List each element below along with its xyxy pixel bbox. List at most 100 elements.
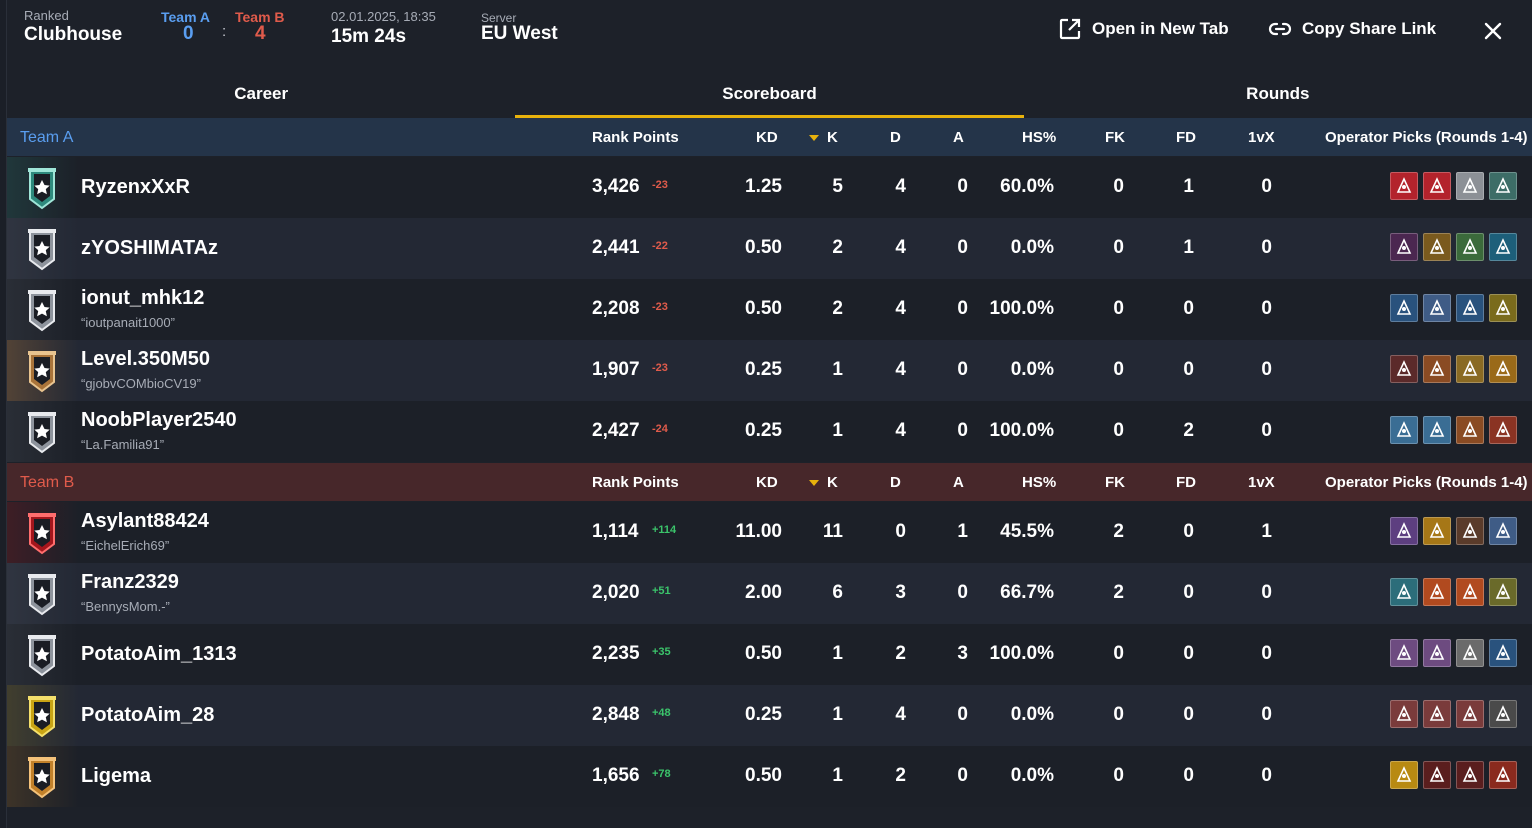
operator-icon[interactable] xyxy=(1423,233,1451,261)
col-1vx[interactable]: 1vX xyxy=(1248,474,1275,491)
operator-icon[interactable] xyxy=(1456,233,1484,261)
stat-hs: 100.0% xyxy=(989,298,1054,319)
team-a-name: Team A xyxy=(20,129,74,146)
rank-points-delta: +78 xyxy=(652,768,671,780)
operator-icon[interactable] xyxy=(1390,639,1418,667)
operator-icon[interactable] xyxy=(1456,639,1484,667)
operator-icon[interactable] xyxy=(1489,517,1517,545)
operator-icon[interactable] xyxy=(1423,416,1451,444)
operator-icon[interactable] xyxy=(1456,355,1484,383)
operator-icon[interactable] xyxy=(1456,172,1484,200)
operator-icon[interactable] xyxy=(1423,172,1451,200)
player-name[interactable]: PotatoAim_28 xyxy=(81,704,215,726)
stat-d: 4 xyxy=(895,298,906,319)
player-name[interactable]: PotatoAim_1313 xyxy=(81,643,237,665)
team-b-name: Team B xyxy=(20,474,75,491)
stat-k: 11 xyxy=(822,521,843,542)
operator-icon[interactable] xyxy=(1423,355,1451,383)
operator-icon[interactable] xyxy=(1423,294,1451,322)
operator-icon[interactable] xyxy=(1390,355,1418,383)
player-row[interactable]: NoobPlayer2540 “La.Familia91” 2,427 -24 0.25… xyxy=(7,401,1532,462)
copy-share-link-button[interactable]: Copy Share Link xyxy=(1268,15,1436,43)
operator-icon[interactable] xyxy=(1390,517,1418,545)
operator-icon[interactable] xyxy=(1390,172,1418,200)
player-row[interactable]: ionut_mhk12 “ioutpanait1000” 2,208 -23 0.50 2… xyxy=(7,279,1532,340)
player-name[interactable]: NoobPlayer2540 xyxy=(81,409,237,431)
operator-icon[interactable] xyxy=(1456,294,1484,322)
col-fd[interactable]: FD xyxy=(1176,129,1196,146)
col-hs[interactable]: HS% xyxy=(1022,474,1057,491)
col-operator-picks: Operator Picks (Rounds 1-4) xyxy=(1325,129,1528,146)
operator-icon[interactable] xyxy=(1390,233,1418,261)
server-label: Server xyxy=(481,11,517,25)
tab-career[interactable]: Career xyxy=(234,84,289,103)
operator-icon[interactable] xyxy=(1456,761,1484,789)
player-name[interactable]: Level.350M50 xyxy=(81,348,210,370)
col-kd[interactable]: KD xyxy=(756,129,778,146)
operator-icon[interactable] xyxy=(1390,294,1418,322)
player-name[interactable]: ionut_mhk12 xyxy=(81,287,205,309)
operator-icon[interactable] xyxy=(1423,700,1451,728)
stat-kd: 11.00 xyxy=(735,521,783,542)
player-row[interactable]: Level.350M50 “gjobvCOMbioCV19” 1,907 -23 0.2… xyxy=(7,340,1532,401)
operator-icon[interactable] xyxy=(1489,172,1517,200)
col-fd[interactable]: FD xyxy=(1176,474,1196,491)
operator-icon[interactable] xyxy=(1489,639,1517,667)
tab-rounds[interactable]: Rounds xyxy=(1246,84,1310,103)
col-a[interactable]: A xyxy=(953,474,964,491)
stat-fd: 0 xyxy=(1183,643,1194,664)
rank-points-delta: +35 xyxy=(652,646,671,658)
player-name[interactable]: Asylant88424 xyxy=(81,510,209,532)
player-row[interactable]: PotatoAim_1313 2,235 +35 0.50 1 2 3 100.0% 0 0 0 xyxy=(7,624,1532,685)
operator-icon[interactable] xyxy=(1489,700,1517,728)
operator-icon[interactable] xyxy=(1423,761,1451,789)
operator-icon[interactable] xyxy=(1456,578,1484,606)
player-name[interactable]: RyzenxXxR xyxy=(81,176,190,198)
player-name[interactable]: Ligema xyxy=(81,765,152,787)
operator-icon[interactable] xyxy=(1390,578,1418,606)
stat-hs: 0.0% xyxy=(1010,704,1054,725)
operator-icon[interactable] xyxy=(1489,578,1517,606)
operator-icon[interactable] xyxy=(1390,700,1418,728)
col-k[interactable]: K xyxy=(827,129,838,146)
operator-icon[interactable] xyxy=(1456,700,1484,728)
col-fk[interactable]: FK xyxy=(1105,474,1125,491)
col-hs[interactable]: HS% xyxy=(1022,129,1057,146)
player-row[interactable]: PotatoAim_28 2,848 +48 0.25 1 4 0 0.0% 0 0 0 xyxy=(7,685,1532,746)
operator-icon[interactable] xyxy=(1489,233,1517,261)
player-row[interactable]: zYOSHIMATAz 2,441 -22 0.50 2 4 0 0.0% 0 1 0 xyxy=(7,218,1532,279)
player-row[interactable]: Franz2329 “BennysMom.-” 2,020 +51 2.00 6 3 0 66.… xyxy=(7,563,1532,624)
stat-hs: 0.0% xyxy=(1010,359,1054,380)
operator-icon[interactable] xyxy=(1489,355,1517,383)
operator-icon[interactable] xyxy=(1456,517,1484,545)
col-d[interactable]: D xyxy=(890,129,901,146)
col-fk[interactable]: FK xyxy=(1105,129,1125,146)
player-name[interactable]: zYOSHIMATAz xyxy=(81,237,219,259)
close-button[interactable] xyxy=(1483,17,1503,45)
col-d[interactable]: D xyxy=(890,474,901,491)
match-datetime: 02.01.2025, 18:35 xyxy=(331,9,436,24)
rank-points-delta: +48 xyxy=(652,707,671,719)
tab-scoreboard[interactable]: Scoreboard xyxy=(515,68,1024,118)
player-row[interactable]: Ligema 1,656 +78 0.50 1 2 0 0.0% 0 0 0 xyxy=(7,746,1532,807)
operator-icon[interactable] xyxy=(1423,517,1451,545)
operator-icon[interactable] xyxy=(1489,416,1517,444)
col-k[interactable]: K xyxy=(827,474,838,491)
operator-icon[interactable] xyxy=(1390,416,1418,444)
operator-icon[interactable] xyxy=(1390,761,1418,789)
col-kd[interactable]: KD xyxy=(756,474,778,491)
operator-icon[interactable] xyxy=(1423,639,1451,667)
open-new-tab-button[interactable]: Open in New Tab xyxy=(1058,15,1229,43)
col-rank-points[interactable]: Rank Points xyxy=(592,129,679,146)
operator-icon[interactable] xyxy=(1423,578,1451,606)
operator-icon[interactable] xyxy=(1489,294,1517,322)
player-row[interactable]: Asylant88424 “EichelErich69” 1,114 +114 11.0… xyxy=(7,502,1532,563)
operator-icon[interactable] xyxy=(1456,416,1484,444)
operator-icon[interactable] xyxy=(1489,761,1517,789)
col-rank-points[interactable]: Rank Points xyxy=(592,474,679,491)
player-name[interactable]: Franz2329 xyxy=(81,571,179,593)
player-row[interactable]: RyzenxXxR 3,426 -23 1.25 5 4 0 60.0% 0 1 0 xyxy=(7,157,1532,218)
col-a[interactable]: A xyxy=(953,129,964,146)
server-name: EU West xyxy=(481,23,558,44)
col-1vx[interactable]: 1vX xyxy=(1248,129,1275,146)
